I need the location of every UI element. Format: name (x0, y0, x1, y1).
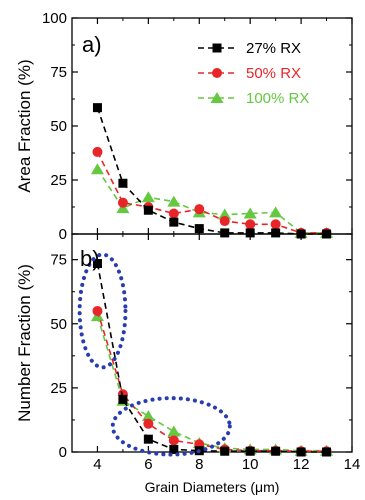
legend-marker (210, 92, 224, 103)
legend-label: 50% RX (246, 65, 301, 82)
data-point (169, 444, 179, 454)
data-point (220, 228, 230, 238)
x-tick-label: 10 (242, 456, 259, 473)
data-point (118, 394, 128, 404)
x-tick-label: 14 (344, 456, 361, 473)
panel-a-y-axis-title: Area Fraction (%) (15, 59, 34, 192)
data-point (194, 224, 204, 234)
x-tick-label: 4 (93, 456, 101, 473)
data-point (141, 191, 155, 203)
data-point (167, 425, 181, 437)
series-line (96, 168, 327, 234)
data-point (143, 205, 153, 215)
data-point (269, 206, 283, 218)
x-tick-label: 6 (144, 456, 152, 473)
legend-marker (212, 68, 222, 78)
y-tick-label: 100 (42, 10, 67, 27)
data-point (117, 197, 128, 208)
y-tick-label: 75 (50, 64, 67, 81)
highlight-ellipse (77, 252, 128, 370)
data-point (143, 418, 154, 429)
data-point (218, 208, 232, 220)
panel-a: 0 25 50 75 100 27% RX 50% RX 100% RX (42, 10, 353, 243)
y-tick-label: 75 (50, 252, 67, 269)
data-point (167, 195, 181, 207)
data-point (245, 219, 256, 230)
panel-b-y-axis-title: Number Fraction (%) (15, 264, 34, 422)
plot-frame (71, 233, 353, 453)
data-point (271, 446, 281, 456)
data-point (296, 447, 306, 457)
data-point (92, 103, 102, 113)
data-point (220, 446, 230, 456)
series-line (96, 107, 327, 235)
data-point (243, 207, 257, 219)
data-point (245, 446, 255, 456)
data-point (168, 435, 179, 446)
data-point (92, 258, 102, 268)
data-point (245, 228, 255, 238)
series-line (96, 315, 327, 452)
legend-marker (212, 43, 222, 53)
y-tick-label: 0 (59, 444, 67, 461)
data-point (141, 410, 155, 422)
x-tick-label: 12 (293, 456, 310, 473)
data-point (194, 204, 205, 215)
plot-frame (71, 17, 353, 235)
x-axis-title: Grain Diameters (μm) (145, 479, 280, 495)
data-point (219, 216, 230, 227)
data-point (168, 208, 179, 219)
highlight-ellipse (110, 396, 232, 457)
y-tick-label: 25 (50, 172, 67, 189)
panel-b: 0 25 50 75 4 6 8 10 12 14 (50, 233, 361, 473)
y-tick-label: 50 (50, 316, 67, 333)
legend-label: 27% RX (246, 40, 301, 57)
data-point (143, 434, 153, 444)
y-tick-label: 50 (50, 118, 67, 135)
data-point (118, 178, 128, 188)
data-point (92, 146, 103, 157)
series-line (96, 263, 327, 453)
data-point (270, 219, 281, 230)
data-point (92, 305, 103, 316)
panel-b-label: b) (80, 246, 100, 271)
data-point (322, 447, 332, 457)
legend-label: 100% RX (246, 90, 309, 107)
x-tick-label: 8 (195, 456, 203, 473)
y-tick-label: 0 (59, 226, 67, 243)
panel-a-label: a) (82, 32, 102, 57)
y-tick-label: 25 (50, 380, 67, 397)
data-point (169, 217, 179, 227)
series-line (96, 310, 327, 453)
data-point (90, 163, 104, 175)
data-point (271, 228, 281, 238)
